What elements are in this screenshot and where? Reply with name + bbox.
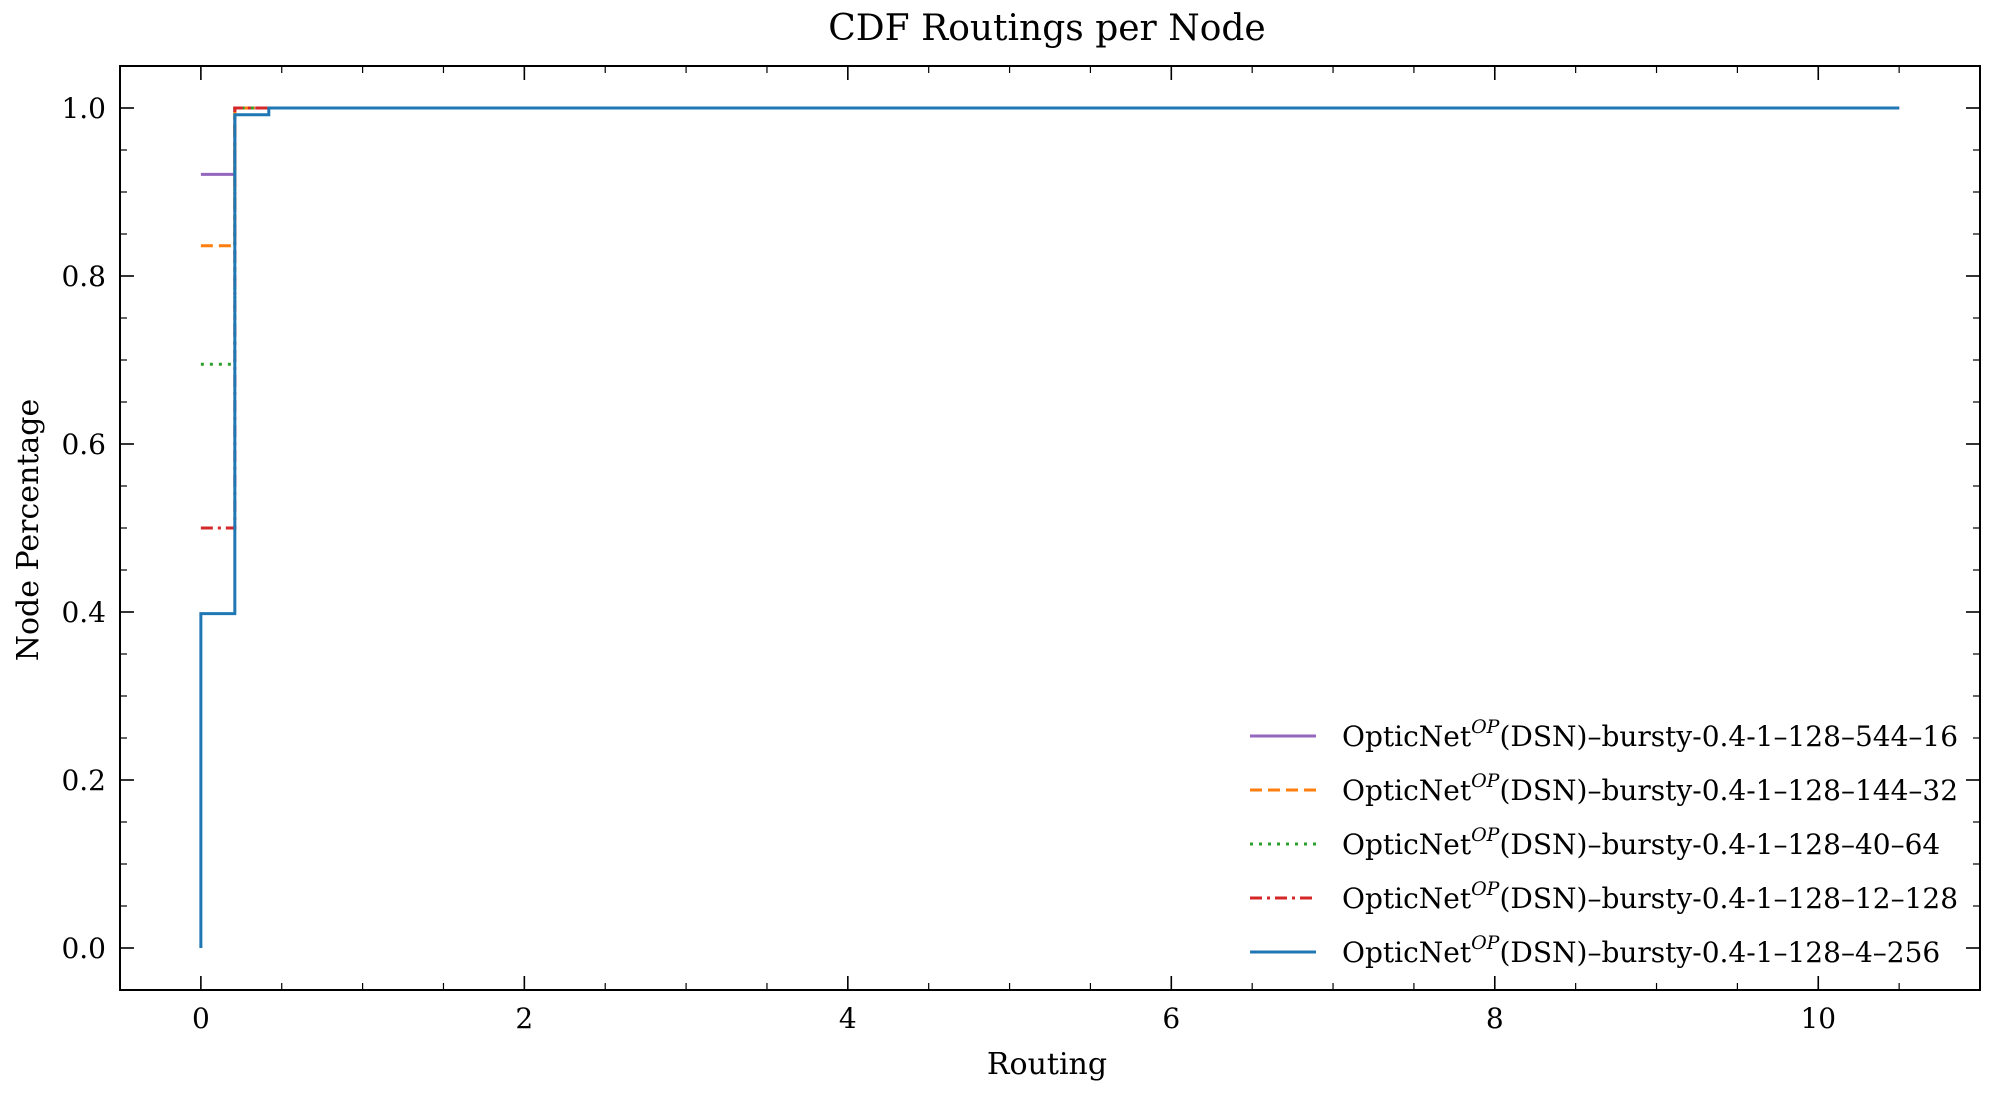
x-tick-label: 4 [839, 1002, 857, 1035]
series-line-5 [199, 106, 1900, 948]
legend: OpticNetOP(DSN)–bursty-0.4-1–128–544–16 O… [1250, 716, 1958, 969]
y-tick-label: 0.8 [61, 260, 106, 293]
series-line-4 [200, 106, 1900, 530]
y-tick-label: 0.6 [61, 428, 106, 461]
legend-entry-2: OpticNetOP(DSN)–bursty-0.4-1–128–144–32 [1342, 770, 1958, 807]
legend-entry-4: OpticNetOP(DSN)–bursty-0.4-1–128–12–128 [1342, 878, 1958, 915]
x-tick-label: 0 [192, 1002, 210, 1035]
ticks-layer: 0 2 4 6 8 10 0.0 0.2 0.4 0.6 0.8 1.0 [61, 65, 1981, 1035]
chart-title: CDF Routings per Node [828, 8, 1265, 49]
legend-entry-1: OpticNetOP(DSN)–bursty-0.4-1–128–544–16 [1342, 716, 1958, 753]
y-tick-label: 0.2 [61, 764, 106, 797]
series-line-2 [200, 106, 1900, 248]
y-tick-label: 0.4 [61, 596, 106, 629]
y-tick-label: 1.0 [61, 92, 106, 125]
series-line-1 [200, 106, 1900, 176]
legend-entry-3: OpticNetOP(DSN)–bursty-0.4-1–128–40–64 [1342, 824, 1940, 861]
x-axis-label: Routing [987, 1047, 1107, 1082]
x-tick-label: 2 [515, 1002, 533, 1035]
x-tick-label: 8 [1486, 1002, 1504, 1035]
legend-entry-5: OpticNetOP(DSN)–bursty-0.4-1–128–4–256 [1342, 932, 1940, 969]
y-tick-label: 0.0 [61, 932, 106, 965]
series-layer [199, 106, 1900, 948]
x-tick-label: 6 [1162, 1002, 1180, 1035]
x-tick-label: 10 [1800, 1002, 1836, 1035]
y-axis-label: Node Percentage [11, 399, 46, 662]
series-line-3 [200, 106, 1900, 366]
